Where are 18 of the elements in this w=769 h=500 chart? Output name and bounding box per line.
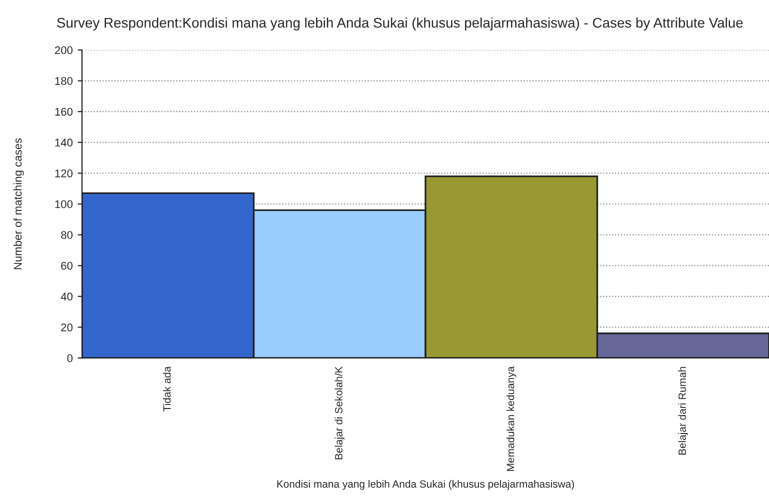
- y-axis-title: Number of matching cases: [14, 138, 24, 270]
- x-tick-label: Belajar dari Rumah: [678, 367, 688, 455]
- y-tick-label: 20: [61, 323, 73, 332]
- y-tick-label: 120: [55, 169, 73, 178]
- chart-title: Survey Respondent:Kondisi mana yang lebih Anda Sukai (khusus pelajarmahasiswa) - Cases by Attribute Value: [57, 18, 743, 30]
- y-tick-label: 160: [55, 108, 73, 116]
- y-tick-label: 0: [67, 354, 73, 362]
- y-tick-label: 40: [60, 292, 73, 301]
- x-axis-title: Kondisi mana yang lebih Anda Sukai (khusus pelajarmahasiswa): [277, 480, 574, 490]
- y-tick-label: 140: [55, 138, 73, 147]
- y-tick-label: 60: [61, 262, 73, 270]
- x-tick-label: Tidak ada: [163, 366, 171, 412]
- y-tick-label: 100: [55, 200, 73, 208]
- x-tick-label: Belajar di Sekolah/K: [334, 366, 344, 460]
- x-tick-label: Memadukan keduanya: [506, 366, 516, 471]
- y-tick-label: 180: [55, 77, 73, 85]
- y-tick-label: 200: [54, 46, 73, 54]
- y-tick-label: 80: [61, 231, 73, 239]
